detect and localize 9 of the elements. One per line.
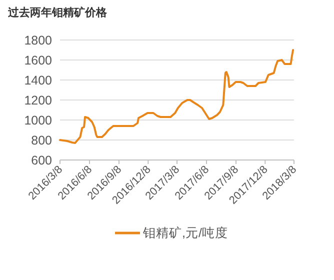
y-tick-label: 1600 xyxy=(24,54,52,68)
y-tick-label: 1400 xyxy=(24,74,52,88)
y-tick-label: 1800 xyxy=(24,34,52,48)
y-tick-label: 1000 xyxy=(24,114,52,128)
y-tick-label: 800 xyxy=(31,134,52,148)
y-tick-label: 600 xyxy=(31,154,52,168)
legend-label: 钼精矿,元/吨度 xyxy=(142,225,228,240)
y-tick-label: 1200 xyxy=(24,94,52,108)
chart-title: 过去两年钼精矿价格 xyxy=(7,6,108,19)
